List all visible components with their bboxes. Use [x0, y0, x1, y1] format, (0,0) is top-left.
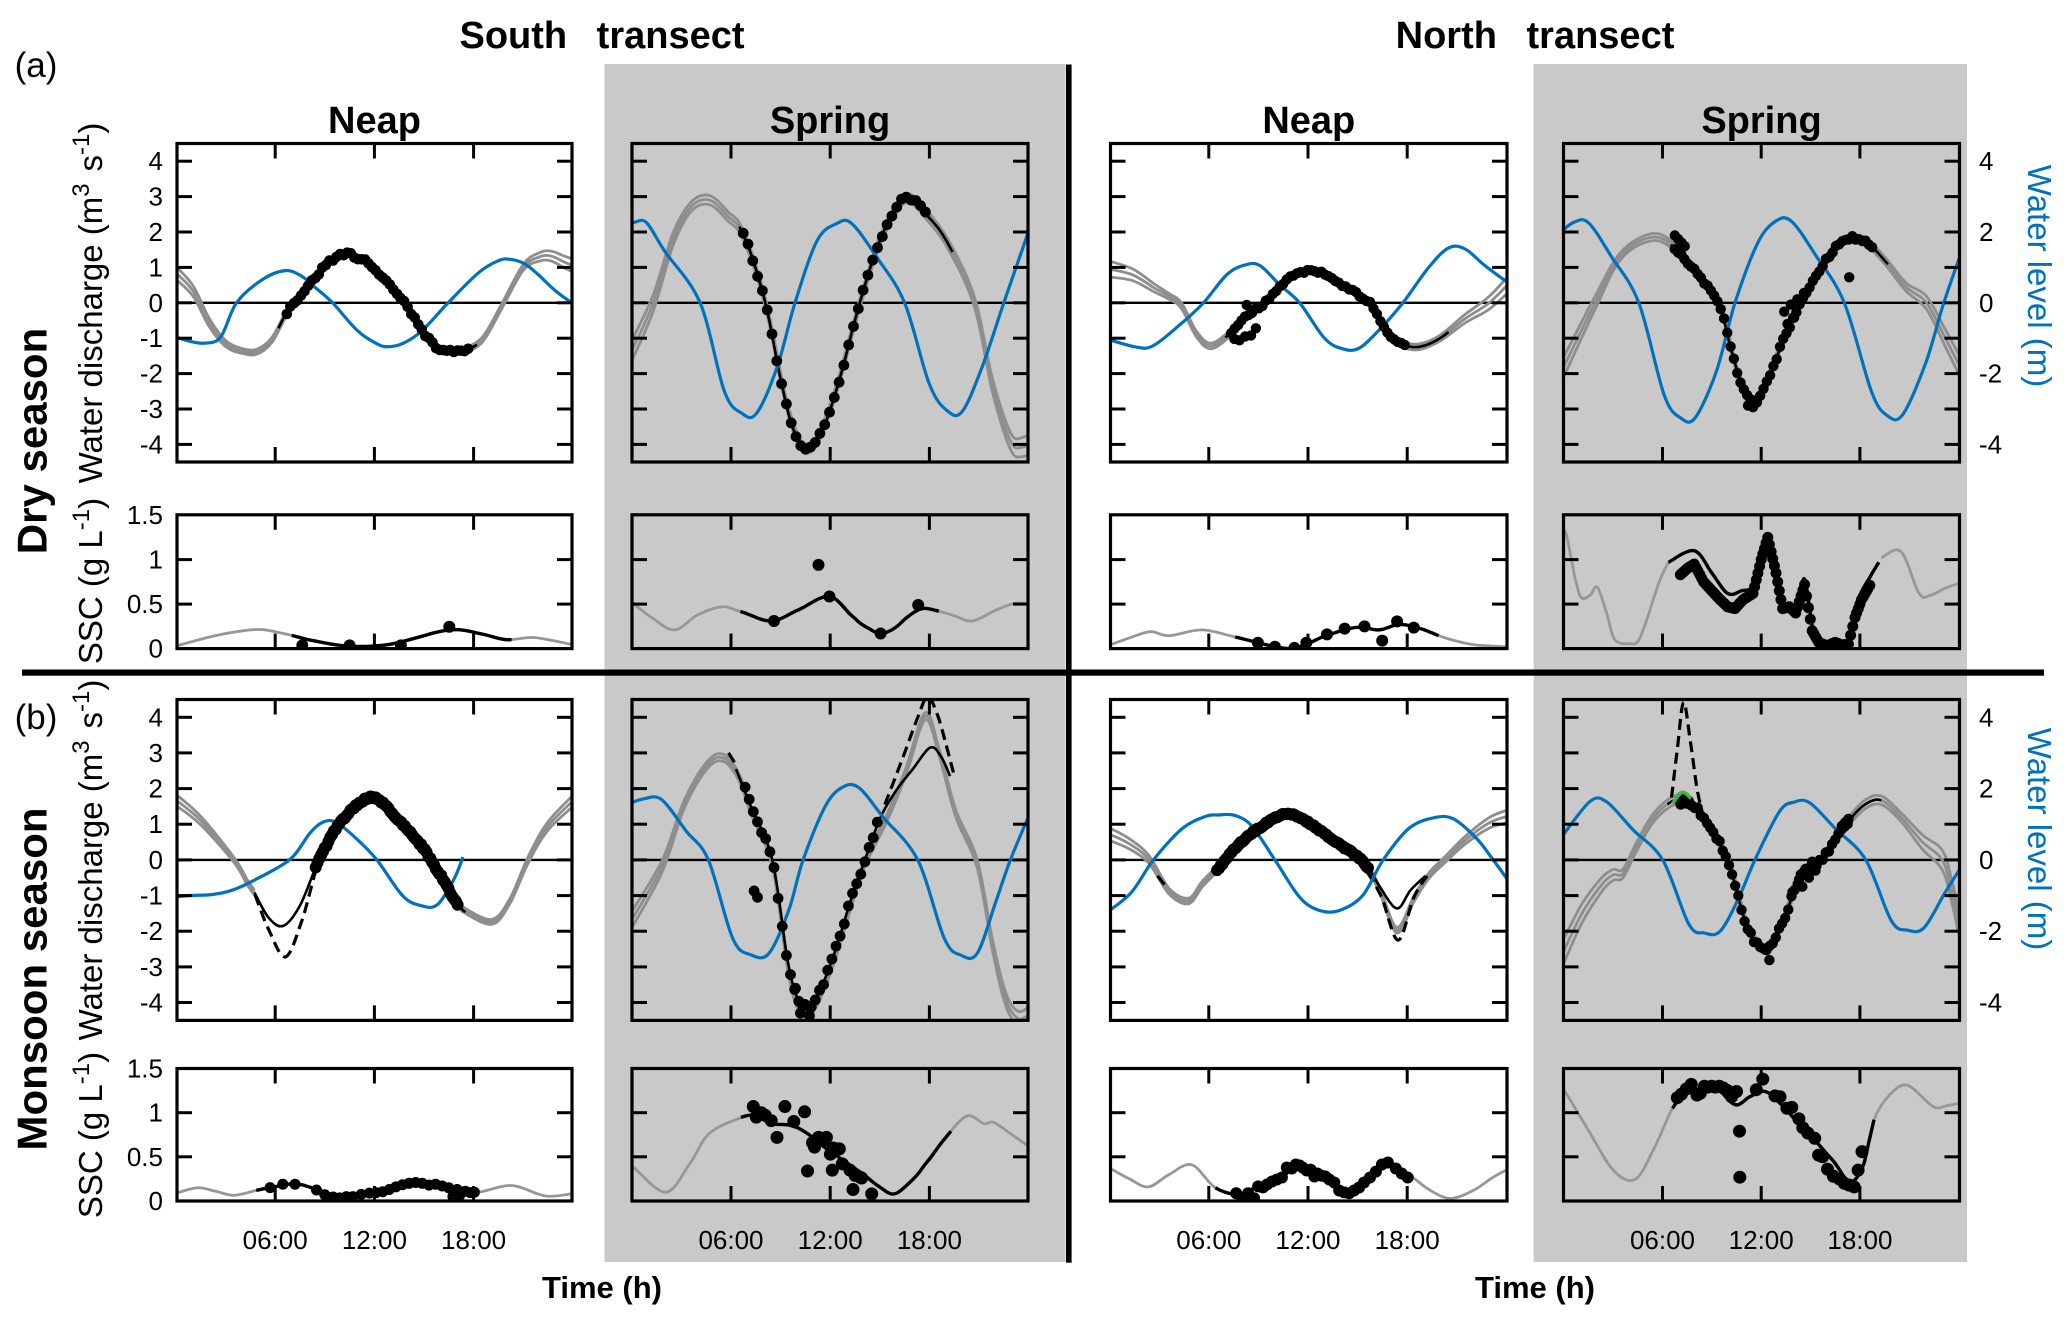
- svg-text:18:00: 18:00: [441, 1225, 506, 1255]
- svg-text:0.5: 0.5: [127, 589, 163, 619]
- svg-text:0: 0: [1979, 288, 1993, 318]
- svg-text:(a): (a): [15, 46, 58, 85]
- svg-text:Time (h): Time (h): [542, 1270, 662, 1305]
- svg-text:0: 0: [1979, 845, 1993, 875]
- svg-text:Monsoon season: Monsoon season: [9, 807, 56, 1150]
- svg-text:18:00: 18:00: [1375, 1225, 1440, 1255]
- svg-text:(b): (b): [15, 698, 58, 737]
- svg-text:1.5: 1.5: [127, 500, 163, 530]
- svg-text:0: 0: [149, 288, 163, 318]
- svg-text:-4: -4: [140, 988, 163, 1018]
- svg-text:0.5: 0.5: [127, 1142, 163, 1172]
- svg-text:Time (h): Time (h): [1475, 1270, 1595, 1305]
- svg-text:-1: -1: [140, 323, 163, 353]
- svg-text:2: 2: [1979, 774, 1993, 804]
- svg-text:-2: -2: [1979, 916, 2002, 946]
- svg-text:12:00: 12:00: [1729, 1225, 1794, 1255]
- svg-text:18:00: 18:00: [897, 1225, 962, 1255]
- svg-text:-4: -4: [1979, 988, 2002, 1018]
- svg-text:-2: -2: [140, 359, 163, 389]
- svg-text:North transect: North transect: [1396, 15, 1675, 57]
- svg-text:-2: -2: [140, 916, 163, 946]
- svg-text:-3: -3: [140, 394, 163, 424]
- svg-text:0: 0: [149, 634, 163, 664]
- svg-text:2: 2: [1979, 217, 1993, 247]
- svg-text:2: 2: [149, 217, 163, 247]
- svg-text:-3: -3: [140, 952, 163, 982]
- svg-text:4: 4: [1979, 146, 1993, 176]
- svg-text:0: 0: [149, 845, 163, 875]
- svg-text:18:00: 18:00: [1827, 1225, 1892, 1255]
- svg-text:3: 3: [149, 738, 163, 768]
- svg-text:Water level (m): Water level (m): [2021, 165, 2058, 387]
- svg-text:-4: -4: [140, 429, 163, 459]
- svg-text:Water discharge (m3 s-1): Water discharge (m3 s-1): [68, 680, 109, 1041]
- svg-text:1: 1: [149, 545, 163, 575]
- svg-text:12:00: 12:00: [1275, 1225, 1340, 1255]
- svg-text:12:00: 12:00: [342, 1225, 407, 1255]
- svg-text:-4: -4: [1979, 429, 2002, 459]
- svg-text:Spring: Spring: [1701, 100, 1821, 142]
- svg-text:Spring: Spring: [770, 100, 890, 142]
- svg-text:1: 1: [149, 809, 163, 839]
- svg-text:1: 1: [149, 1098, 163, 1128]
- svg-text:2: 2: [149, 774, 163, 804]
- svg-text:06:00: 06:00: [698, 1225, 763, 1255]
- svg-text:Dry season: Dry season: [9, 328, 56, 554]
- svg-text:Water discharge (m3 s-1): Water discharge (m3 s-1): [68, 123, 109, 484]
- svg-text:Water level (m): Water level (m): [2021, 728, 2058, 950]
- svg-text:-1: -1: [140, 881, 163, 911]
- svg-text:0: 0: [149, 1186, 163, 1216]
- svg-text:-2: -2: [1979, 359, 2002, 389]
- svg-text:4: 4: [149, 146, 163, 176]
- svg-text:12:00: 12:00: [798, 1225, 863, 1255]
- svg-text:South transect: South transect: [459, 15, 744, 57]
- svg-text:4: 4: [1979, 702, 1993, 732]
- svg-text:Neap: Neap: [1262, 100, 1355, 142]
- svg-text:Neap: Neap: [328, 100, 421, 142]
- svg-text:06:00: 06:00: [1176, 1225, 1241, 1255]
- svg-text:4: 4: [149, 702, 163, 732]
- svg-text:1.5: 1.5: [127, 1054, 163, 1084]
- svg-text:1: 1: [149, 252, 163, 282]
- svg-text:06:00: 06:00: [243, 1225, 308, 1255]
- svg-text:3: 3: [149, 182, 163, 212]
- svg-text:06:00: 06:00: [1630, 1225, 1695, 1255]
